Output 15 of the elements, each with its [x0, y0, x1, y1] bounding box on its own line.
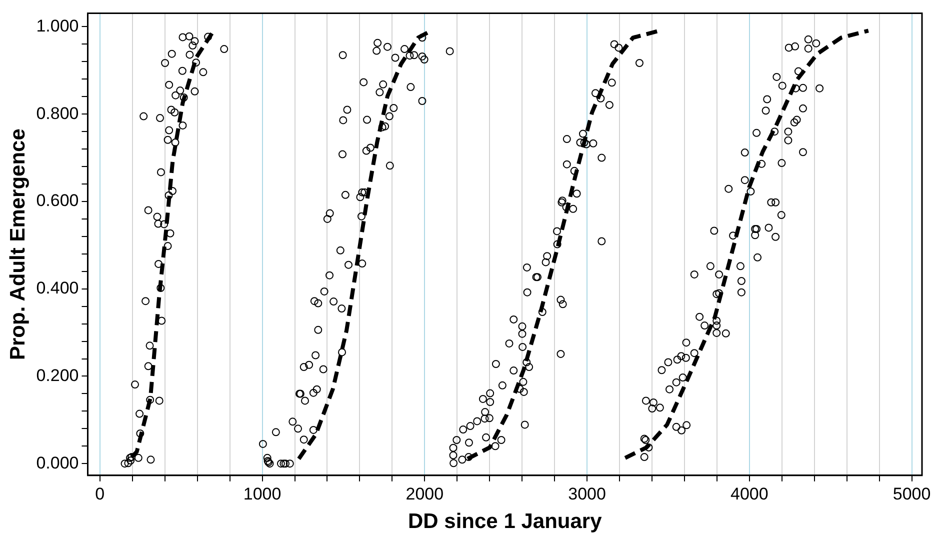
- x-tick-label: 1000: [243, 484, 282, 504]
- x-tick-label: 3000: [568, 484, 606, 504]
- y-axis-title: Prop. Adult Emergence: [6, 128, 30, 360]
- line-series: [623, 28, 870, 460]
- y-tick-label: 0.000: [36, 453, 79, 472]
- x-tick-label: 5000: [892, 484, 931, 504]
- x-tick-label: 4000: [730, 484, 768, 504]
- y-tick-label: 0.200: [36, 366, 79, 385]
- y-tick-label: 0.800: [36, 104, 79, 123]
- x-tick-label: 2000: [406, 484, 444, 504]
- x-axis-title: DD since 1 January: [408, 510, 602, 534]
- x-tick-label: 0: [95, 484, 105, 504]
- y-tick-label: 1.000: [36, 16, 79, 36]
- y-tick-label: 0.400: [36, 278, 79, 298]
- y-tick-label: 0.600: [36, 191, 79, 210]
